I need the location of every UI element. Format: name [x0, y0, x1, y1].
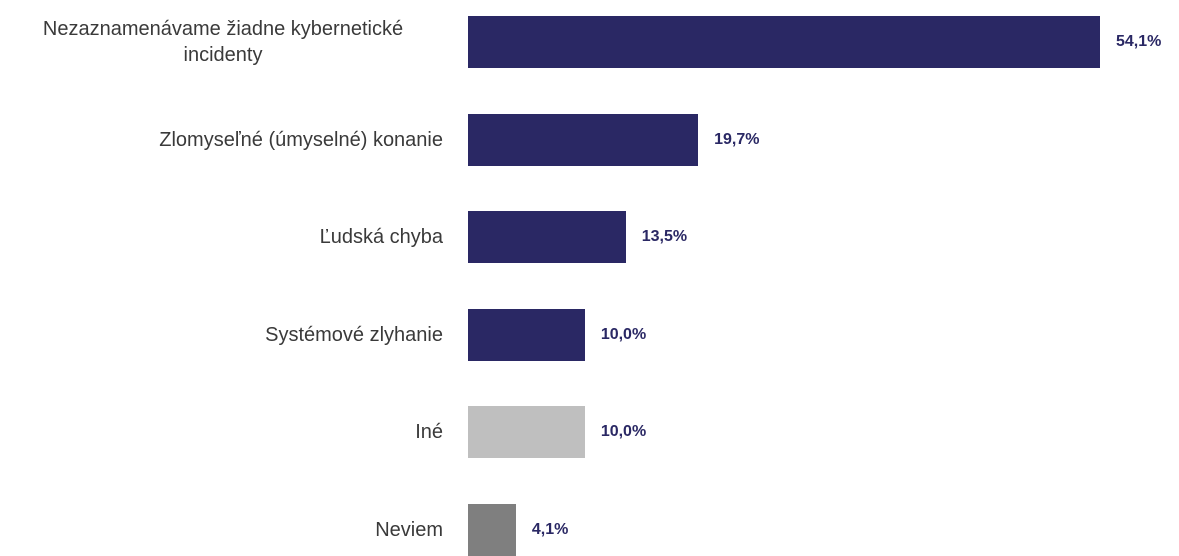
category-label: Zlomyseľné (úmyselné) konanie — [159, 128, 443, 151]
category-label: Nezaznamenávame žiadne kybernetické inci… — [42, 18, 404, 66]
bar — [468, 113, 699, 166]
bar — [468, 308, 585, 361]
value-label: 19,7% — [714, 130, 760, 148]
value-label: 10,0% — [600, 325, 647, 343]
category-label: Iné — [415, 421, 443, 444]
category-label: Systémové zlyhanie — [265, 323, 443, 346]
bar — [468, 16, 1100, 68]
bar — [468, 211, 626, 264]
value-label: 13,5% — [641, 228, 688, 246]
value-label: 10,0% — [600, 423, 647, 441]
bar — [468, 406, 585, 459]
category-label: Ľudská chyba — [319, 226, 443, 249]
value-label: 54,1% — [1116, 33, 1162, 50]
bar — [468, 504, 516, 556]
category-label: Neviem — [375, 519, 443, 541]
value-label: 4,1% — [531, 521, 569, 538]
